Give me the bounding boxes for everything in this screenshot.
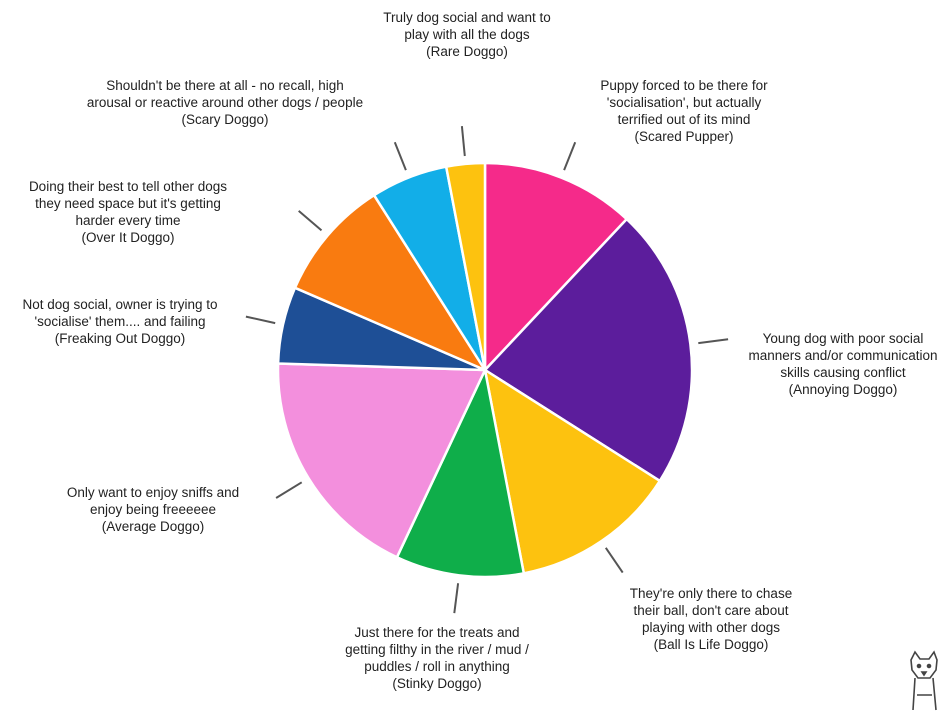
slice-label-line: harder every time (75, 213, 180, 228)
slice-label-line: skills causing conflict (780, 365, 906, 380)
slice-label: Only want to enjoy sniffs and enjoy being… (67, 485, 239, 534)
slice-label: Young dog with poor social manners and/or… (748, 331, 937, 397)
pie-slice (395, 365, 526, 579)
slice-label-line: 'socialise' them.... and failing (35, 314, 206, 329)
slice-label-line: Truly dog social and want to (383, 10, 551, 25)
slice-label-line: (Scared Pupper) (634, 129, 733, 144)
pie-slice (483, 161, 629, 374)
pie-slice (444, 161, 487, 371)
slice-label-line: arousal or reactive around other dogs / … (87, 95, 363, 110)
dog-sketch-icon (910, 650, 938, 711)
slice-label: Just there for the treats and getting fil… (345, 625, 529, 691)
slice-label-line: (Rare Doggo) (426, 44, 508, 59)
slice-label: Shouldn't be there at all - no recall, h… (87, 78, 363, 127)
slice-label-line: They're only there to chase (630, 586, 792, 601)
slice-label: Doing their best to tell other dogs they … (29, 179, 227, 245)
leader-line (698, 338, 729, 345)
slice-label-line: playing with other dogs (642, 620, 780, 635)
slice-label-line: manners and/or communication (748, 348, 937, 363)
pie-slice (483, 367, 662, 575)
leader-line (460, 126, 466, 157)
slice-label-line: puddles / roll in anything (364, 659, 510, 674)
slice-label: They're only there to chase their ball, d… (630, 586, 792, 652)
slice-label-line: Young dog with poor social (763, 331, 924, 346)
pie-slice (276, 362, 487, 559)
slice-label: Not dog social, owner is trying to 'socia… (22, 297, 217, 346)
pie-slice (293, 193, 489, 373)
slice-label-line: (Stinky Doggo) (392, 676, 481, 691)
slice-label-line: Only want to enjoy sniffs and (67, 485, 239, 500)
leader-line (245, 315, 276, 325)
slice-label-line: (Annoying Doggo) (789, 382, 898, 397)
slice-label-line: their ball, don't care about (634, 603, 789, 618)
pie-slice (483, 217, 694, 483)
slice-label-line: they need space but it's getting (35, 196, 221, 211)
slice-label-line: Not dog social, owner is trying to (22, 297, 217, 312)
slice-label-line: Shouldn't be there at all - no recall, h… (106, 78, 343, 93)
leader-line (298, 210, 323, 232)
slice-label-line: getting filthy in the river / mud / (345, 642, 529, 657)
slice-label-line: (Over It Doggo) (81, 230, 174, 245)
pie-slices (276, 161, 694, 579)
leader-line (604, 547, 624, 574)
slice-labels: Puppy forced to be there for 'socialisati… (22, 10, 937, 691)
slice-label-line: (Ball Is Life Doggo) (654, 637, 769, 652)
leader-line (275, 481, 303, 499)
slice-label-line: play with all the dogs (404, 27, 530, 42)
slice-label-line: Doing their best to tell other dogs (29, 179, 227, 194)
leader-lines (245, 126, 729, 614)
slice-label: Puppy forced to be there for 'socialisati… (600, 78, 768, 144)
slice-label-line: Just there for the treats and (354, 625, 519, 640)
slice-label-line: terrified out of its mind (618, 112, 751, 127)
slice-label-line: Puppy forced to be there for (600, 78, 768, 93)
leader-line (453, 583, 460, 614)
leader-line (563, 141, 577, 171)
slice-label: Truly dog social and want to play with al… (383, 10, 551, 59)
slice-label-line: (Freaking Out Doggo) (55, 331, 186, 346)
slice-label-line: (Average Doggo) (102, 519, 205, 534)
slice-label-line: enjoy being freeeeee (90, 502, 216, 517)
leader-line (393, 141, 407, 171)
slice-label-line: (Scary Doggo) (181, 112, 268, 127)
slice-label-line: 'socialisation', but actually (607, 95, 762, 110)
